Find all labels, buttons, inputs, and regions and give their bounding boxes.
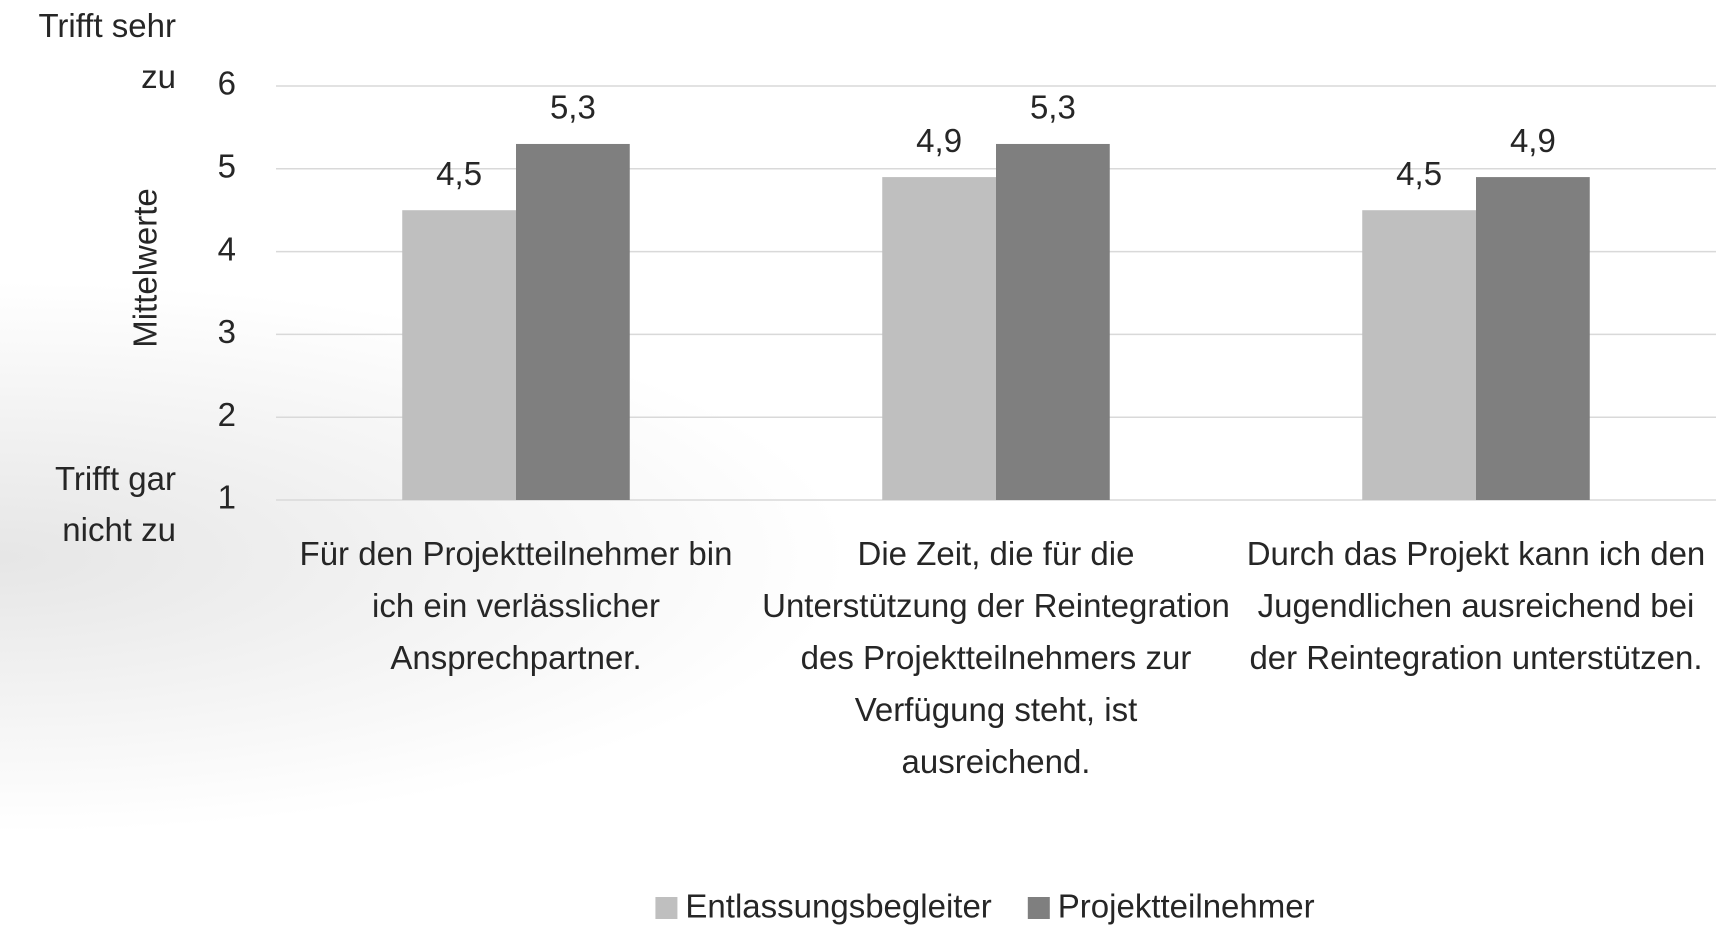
axis-annotation: Trifft sehr zu xyxy=(38,7,176,95)
data-label: 4,5 xyxy=(436,155,482,192)
y-tick-label: 3 xyxy=(218,313,236,350)
data-label: 4,9 xyxy=(1510,122,1556,159)
legend-swatch xyxy=(655,897,678,919)
data-label: 5,3 xyxy=(550,89,596,126)
y-tick-label: 1 xyxy=(218,479,236,516)
legend-label: Projektteilnehmer xyxy=(1058,888,1315,925)
legend-swatch xyxy=(1027,897,1050,919)
bar xyxy=(1476,177,1590,500)
y-tick-label: 2 xyxy=(218,396,236,433)
y-axis-label: Mittelwerte xyxy=(127,188,164,348)
bar xyxy=(402,210,516,500)
x-tick-label: Für den Projektteilnehmer bin ich ein ver… xyxy=(300,535,733,676)
data-label: 4,9 xyxy=(916,122,962,159)
data-label: 4,5 xyxy=(1396,155,1442,192)
y-tick-label: 4 xyxy=(218,230,236,267)
x-tick-label: Durch das Projekt kann ich den Jugendlich… xyxy=(1247,535,1706,676)
bar xyxy=(996,143,1110,500)
bar xyxy=(516,143,630,500)
bar xyxy=(882,177,996,500)
axis-annotation: Trifft gar nicht zu xyxy=(55,460,176,548)
y-tick-label: 6 xyxy=(218,65,236,102)
data-label: 5,3 xyxy=(1030,89,1076,126)
bar xyxy=(1362,210,1476,500)
x-tick-label: Die Zeit, die für die Unterstützung der R… xyxy=(762,535,1230,780)
y-tick-label: 5 xyxy=(218,148,236,185)
legend-label: Entlassungsbegleiter xyxy=(685,888,991,925)
